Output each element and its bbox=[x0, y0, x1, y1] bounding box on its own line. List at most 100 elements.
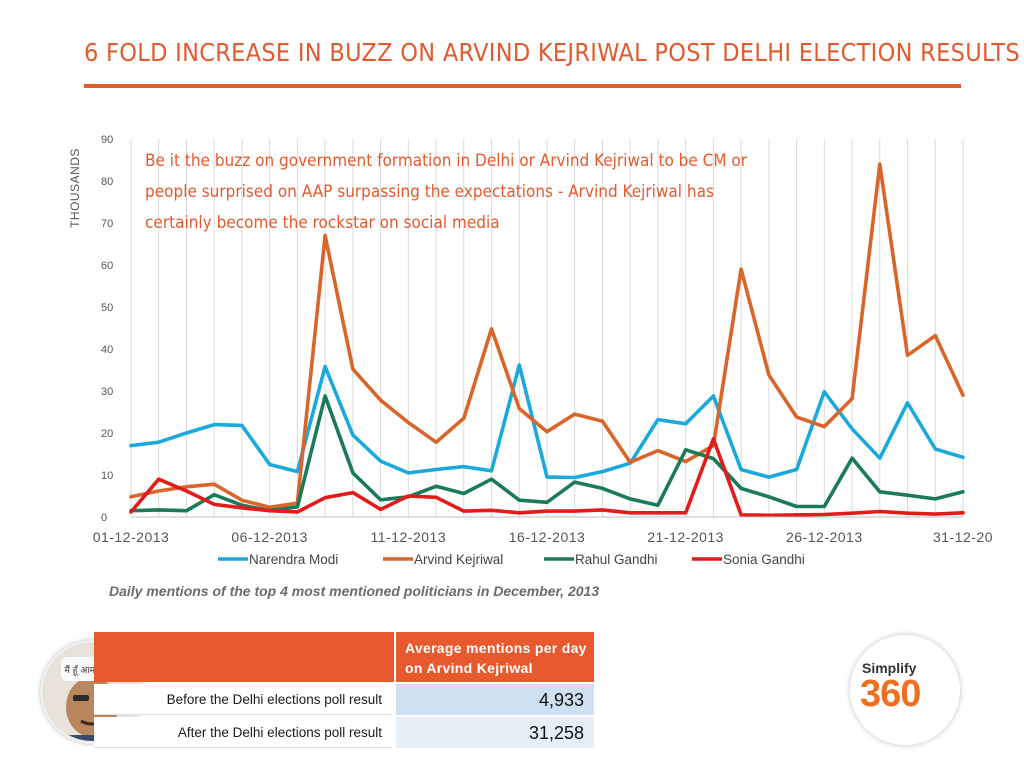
data-point bbox=[157, 508, 160, 512]
data-point bbox=[490, 327, 493, 331]
data-point bbox=[157, 441, 160, 444]
data-point bbox=[601, 420, 604, 423]
data-point bbox=[379, 399, 382, 402]
data-point bbox=[268, 506, 271, 509]
legend-label: Narendra Modi bbox=[249, 552, 338, 567]
data-point bbox=[629, 497, 632, 501]
data-point bbox=[351, 433, 355, 437]
data-point bbox=[823, 513, 826, 516]
data-point bbox=[878, 457, 881, 460]
data-point bbox=[379, 498, 382, 501]
data-point bbox=[573, 476, 576, 479]
data-point bbox=[739, 468, 743, 471]
data-point bbox=[518, 363, 521, 367]
data-point bbox=[878, 490, 881, 493]
data-point bbox=[684, 460, 687, 463]
row-value: 31,258 bbox=[396, 717, 594, 748]
data-point bbox=[213, 503, 216, 506]
x-tick-label: 06-12-2013 bbox=[231, 529, 308, 545]
chart-caption: Daily mentions of the top 4 most mention… bbox=[109, 583, 600, 599]
data-point bbox=[961, 456, 965, 459]
data-point bbox=[323, 234, 327, 237]
data-point bbox=[795, 468, 798, 471]
y-tick-label: 0 bbox=[101, 512, 107, 524]
data-point bbox=[712, 437, 715, 441]
data-point bbox=[684, 422, 687, 425]
data-point bbox=[490, 509, 493, 512]
data-point bbox=[434, 485, 438, 488]
data-point bbox=[767, 514, 771, 517]
data-point bbox=[185, 485, 188, 488]
title-underline bbox=[84, 84, 961, 88]
data-point bbox=[850, 512, 854, 515]
data-point bbox=[268, 463, 271, 466]
x-tick-label: 01-12-2013 bbox=[93, 529, 170, 545]
simplify360-logo: Simplify 360 bbox=[850, 635, 960, 745]
data-point bbox=[823, 390, 826, 394]
data-point bbox=[545, 475, 549, 479]
y-tick-label: 70 bbox=[101, 218, 113, 230]
data-point bbox=[878, 163, 881, 166]
data-point bbox=[934, 512, 937, 516]
data-point bbox=[739, 513, 743, 517]
data-point bbox=[407, 421, 410, 424]
table-row: After the Delhi elections poll result 31… bbox=[94, 717, 594, 748]
data-point bbox=[906, 401, 909, 404]
data-point bbox=[296, 510, 299, 514]
x-tick-label: 26-12-2013 bbox=[786, 529, 863, 545]
data-point bbox=[823, 505, 826, 508]
data-point bbox=[629, 511, 632, 514]
data-point bbox=[213, 423, 216, 426]
row-label: Before the Delhi elections poll result bbox=[94, 684, 392, 715]
data-point bbox=[462, 417, 465, 420]
data-point bbox=[850, 457, 854, 460]
data-point bbox=[240, 499, 244, 502]
data-point bbox=[462, 492, 465, 495]
y-tick-label: 30 bbox=[101, 386, 113, 398]
data-point bbox=[129, 510, 133, 514]
data-point bbox=[878, 510, 881, 513]
data-point bbox=[795, 415, 798, 419]
y-axis-title: THOUSANDS bbox=[68, 148, 82, 228]
data-point bbox=[545, 430, 549, 433]
data-point bbox=[240, 424, 244, 427]
y-tick-label: 50 bbox=[101, 302, 113, 314]
data-point bbox=[795, 513, 798, 517]
y-tick-label: 10 bbox=[101, 470, 113, 482]
data-point bbox=[323, 394, 327, 398]
data-point bbox=[129, 495, 133, 499]
data-point bbox=[545, 509, 549, 513]
data-point bbox=[573, 480, 576, 484]
data-point bbox=[185, 489, 188, 493]
data-point bbox=[296, 470, 299, 473]
data-point bbox=[823, 425, 826, 428]
data-point bbox=[712, 394, 715, 398]
data-point bbox=[545, 501, 549, 504]
data-point bbox=[934, 497, 937, 501]
data-point bbox=[906, 354, 909, 357]
data-point bbox=[351, 491, 355, 494]
data-point bbox=[656, 504, 660, 507]
data-point bbox=[573, 509, 576, 513]
data-point bbox=[407, 471, 410, 475]
table-header-label: Average mentions per day on Arvind Kejri… bbox=[405, 640, 587, 676]
data-point bbox=[767, 373, 771, 377]
data-point bbox=[185, 509, 188, 512]
data-point bbox=[961, 511, 965, 514]
data-point bbox=[518, 511, 521, 514]
data-point bbox=[684, 511, 687, 514]
data-point bbox=[462, 509, 465, 513]
data-point bbox=[407, 494, 410, 498]
data-point bbox=[213, 483, 216, 486]
y-tick-label: 60 bbox=[101, 260, 113, 272]
x-tick-label: 11-12-2013 bbox=[371, 529, 447, 545]
logo-word: Simplify bbox=[862, 660, 917, 676]
data-point bbox=[656, 511, 660, 514]
data-point bbox=[129, 444, 133, 447]
y-tick-label: 80 bbox=[101, 176, 113, 188]
data-point bbox=[434, 468, 438, 471]
data-point bbox=[961, 490, 965, 493]
data-point bbox=[434, 441, 438, 444]
x-tick-label: 16-12-2013 bbox=[509, 529, 586, 545]
data-point bbox=[573, 412, 576, 416]
